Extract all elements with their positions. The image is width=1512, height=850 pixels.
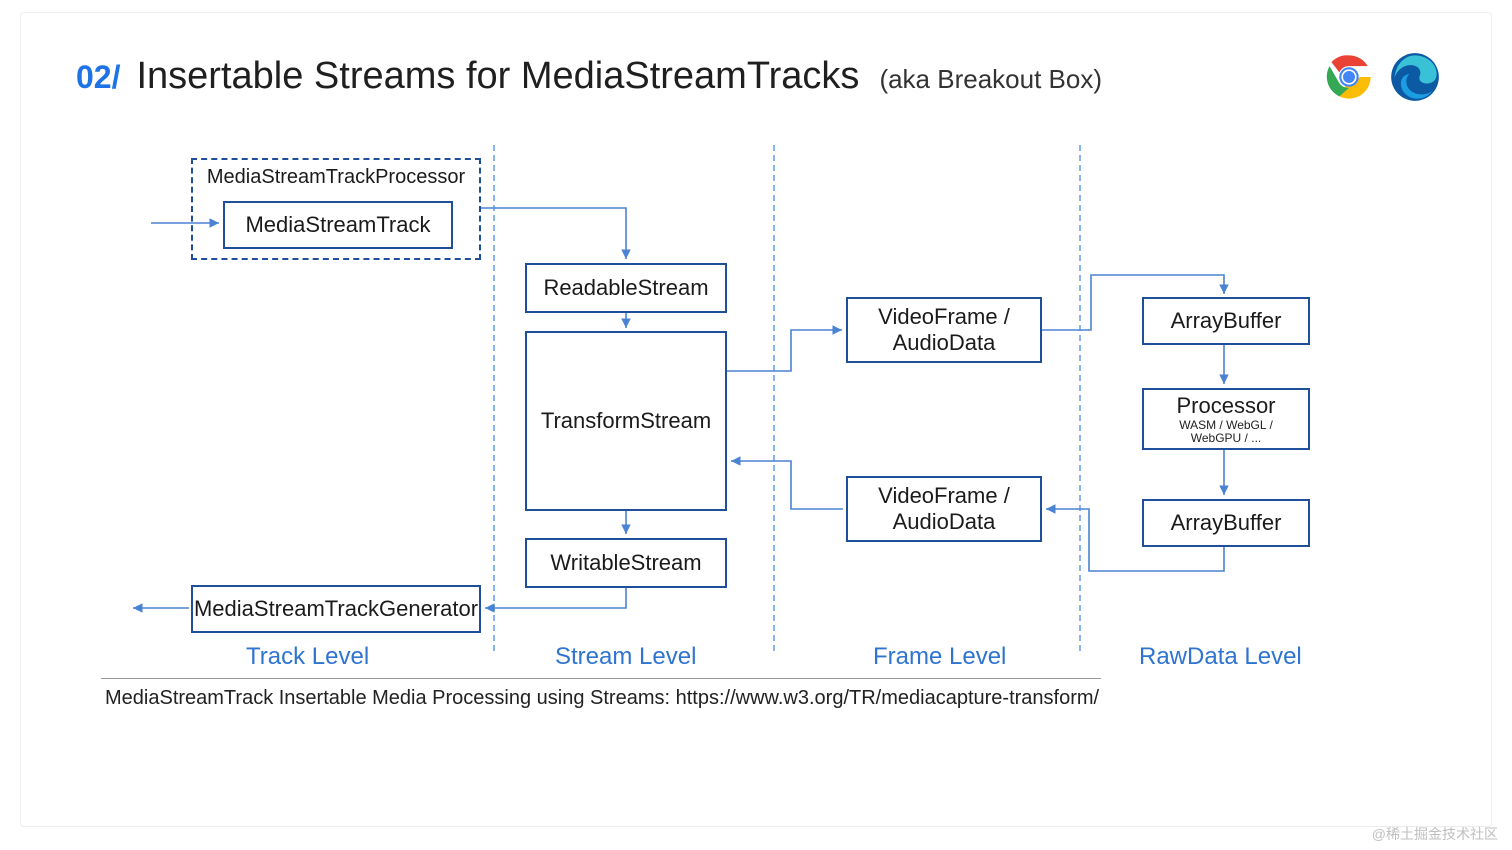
- browser-icons: [1323, 51, 1441, 103]
- edge: [727, 330, 842, 371]
- node-generator: MediaStreamTrackGenerator: [191, 585, 481, 633]
- divider-2: [773, 145, 775, 651]
- node-label: Processor: [1176, 393, 1275, 419]
- divider-3: [1079, 145, 1081, 651]
- node-label: MediaStreamTrackGenerator: [194, 596, 478, 622]
- level-frame: Frame Level: [873, 643, 1006, 671]
- node-label: WritableStream: [550, 550, 701, 576]
- slide: 02/ Insertable Streams for MediaStreamTr…: [20, 12, 1492, 827]
- edge-icon: [1389, 51, 1441, 103]
- chrome-icon: [1323, 51, 1375, 103]
- node-processor: Processor WASM / WebGL / WebGPU / ...: [1142, 388, 1310, 450]
- node-videoframe-out: VideoFrame / AudioData: [846, 297, 1042, 363]
- node-label: VideoFrame / AudioData: [878, 483, 1010, 536]
- level-rawdata: RawData Level: [1139, 643, 1302, 671]
- edge: [481, 208, 626, 259]
- node-label: ArrayBuffer: [1171, 510, 1282, 536]
- footer-text: MediaStreamTrack Insertable Media Proces…: [105, 687, 1099, 710]
- page-title: Insertable Streams for MediaStreamTracks: [136, 55, 859, 98]
- page-subtitle: (aka Breakout Box): [879, 64, 1102, 95]
- node-videoframe-in: VideoFrame / AudioData: [846, 476, 1042, 542]
- node-label: VideoFrame / AudioData: [878, 304, 1010, 357]
- node-sublabel: WASM / WebGL / WebGPU / ...: [1154, 419, 1298, 445]
- node-arraybuffer-2: ArrayBuffer: [1142, 499, 1310, 547]
- node-arraybuffer-1: ArrayBuffer: [1142, 297, 1310, 345]
- node-readable-stream: ReadableStream: [525, 263, 727, 313]
- node-label: MediaStreamTrack: [245, 212, 430, 238]
- node-label: ArrayBuffer: [1171, 308, 1282, 334]
- level-stream: Stream Level: [555, 643, 696, 671]
- node-processor-container-label: MediaStreamTrackProcessor: [193, 166, 479, 189]
- edge: [731, 461, 843, 509]
- node-label: ReadableStream: [543, 275, 708, 301]
- section-number: 02/: [76, 59, 120, 96]
- node-media-stream-track: MediaStreamTrack: [223, 201, 453, 249]
- divider-1: [493, 145, 495, 651]
- node-transform-stream: TransformStream: [525, 331, 727, 511]
- header: 02/ Insertable Streams for MediaStreamTr…: [76, 55, 1102, 98]
- watermark: @稀土掘金技术社区: [1372, 824, 1498, 844]
- node-writable-stream: WritableStream: [525, 538, 727, 588]
- edge: [485, 588, 626, 608]
- footer-rule: [101, 678, 1101, 679]
- node-label: TransformStream: [541, 408, 711, 434]
- level-track: Track Level: [246, 643, 369, 671]
